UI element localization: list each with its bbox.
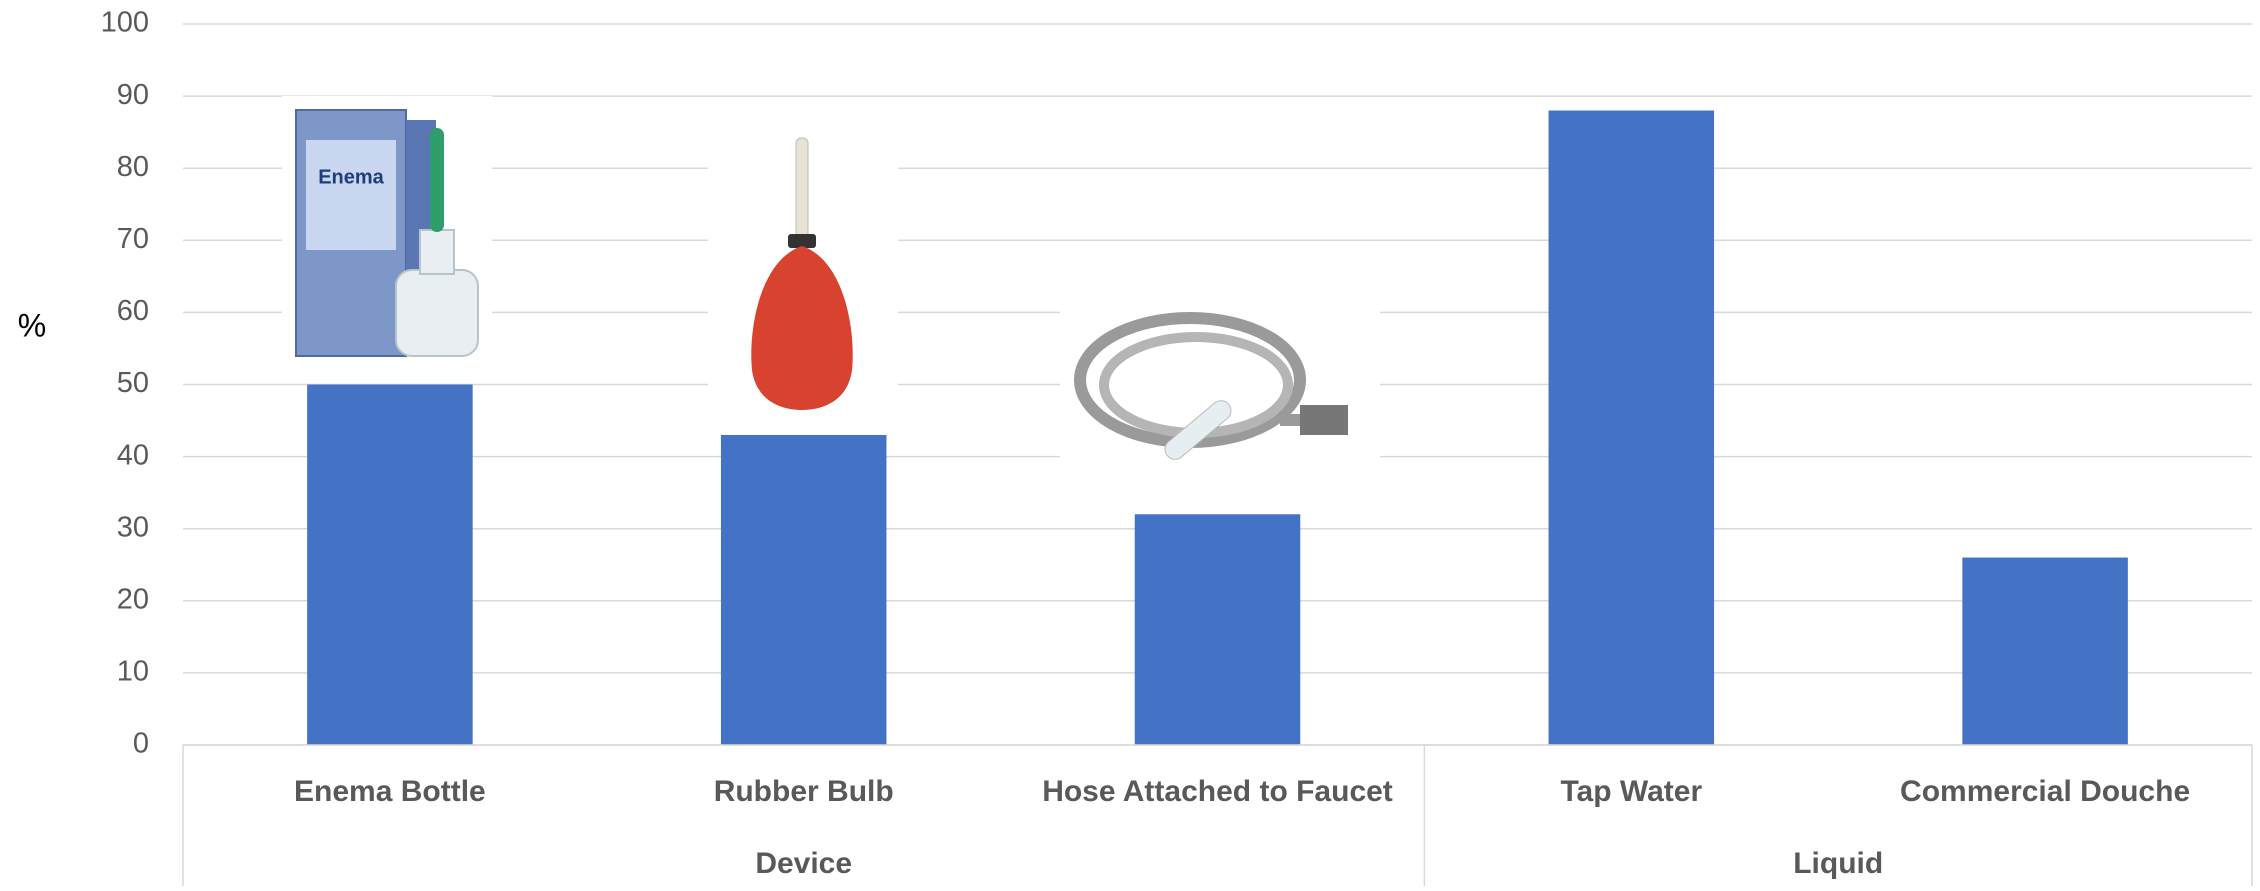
y-tick-label: 20 — [117, 583, 149, 615]
x-tick-label: Tap Water — [1560, 775, 1702, 808]
bar — [720, 434, 887, 745]
y-tick-label: 90 — [117, 79, 149, 111]
bar — [307, 384, 473, 745]
y-tick-label: 60 — [117, 295, 149, 327]
y-tick-label: 100 — [101, 7, 149, 39]
x-tick-label: Hose Attached to Faucet — [1042, 775, 1393, 808]
y-tick-label: 40 — [117, 439, 149, 471]
bar — [1548, 110, 1715, 745]
y-axis-label: % — [18, 307, 46, 343]
svg-text:Enema: Enema — [318, 166, 384, 188]
y-tick-label: 80 — [117, 151, 149, 183]
x-tick-label: Rubber Bulb — [714, 775, 894, 808]
x-tick-label: Commercial Douche — [1900, 775, 2190, 808]
bar — [1134, 514, 1301, 745]
y-tick-label: 30 — [117, 511, 149, 543]
enema-bottle-photo: Enema — [282, 96, 492, 360]
y-tick-label: 0 — [133, 728, 149, 760]
group-label: Liquid — [1793, 847, 1883, 880]
x-tick-label: Enema Bottle — [294, 775, 486, 808]
bar — [1962, 557, 2128, 745]
y-tick-label: 10 — [117, 656, 149, 688]
y-tick-label: 50 — [117, 367, 149, 399]
hose-photo — [1060, 300, 1380, 480]
bar-layer — [307, 110, 2128, 745]
y-tick-label: 70 — [117, 223, 149, 255]
rubber-bulb-photo — [708, 134, 898, 414]
group-label: Device — [755, 847, 852, 880]
